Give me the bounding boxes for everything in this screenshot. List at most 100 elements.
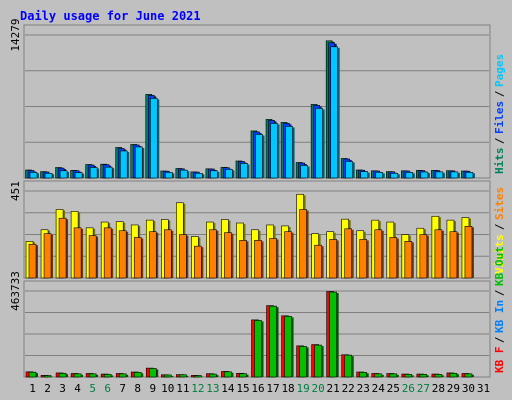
- bar-visitors-sites-day-29: [450, 232, 459, 278]
- bar-requests-pages-day-18: [286, 126, 295, 178]
- bar-face: [59, 373, 66, 377]
- x-tick-label-day-7: 7: [119, 382, 126, 395]
- bar-face: [89, 374, 96, 377]
- bar-requests-pages-day-9: [150, 98, 159, 178]
- panel-requests-ymax-label: 14279: [9, 18, 22, 51]
- bar-face: [285, 232, 292, 278]
- bar-face: [360, 239, 367, 278]
- bar-face: [270, 238, 277, 278]
- bar-face: [285, 316, 292, 377]
- bar-face: [165, 172, 172, 178]
- chart-panels: 14279Hits/Files/Pages451Visits/Sites4637…: [9, 18, 506, 377]
- x-tick-label-day-31: 31: [477, 382, 490, 395]
- bar-traffic-kb-out-day-9: [149, 368, 158, 377]
- bar-requests-pages-day-21: [331, 47, 340, 178]
- bar-traffic-kb-out-day-16: [255, 320, 264, 377]
- bar-face: [315, 345, 322, 377]
- x-tick-label-day-20: 20: [312, 382, 325, 395]
- x-tick-label-day-26: 26: [402, 382, 415, 395]
- bar-visitors-sites-day-3: [59, 218, 68, 278]
- bar-face: [224, 233, 231, 278]
- bar-face: [315, 245, 322, 278]
- bar-face: [421, 172, 428, 178]
- legend-separator: /: [493, 137, 506, 144]
- bar-face: [119, 374, 126, 377]
- bar-face: [90, 167, 97, 178]
- legend-kb-f: KB F: [493, 347, 506, 374]
- legend-separator: /: [493, 90, 506, 97]
- bar-face: [360, 372, 367, 377]
- bar-visitors-sites-day-18: [285, 232, 294, 278]
- bar-face: [134, 237, 141, 278]
- bar-visitors-sites-day-14: [224, 233, 233, 278]
- bar-face: [451, 172, 458, 178]
- bar-face: [239, 240, 246, 278]
- bar-face: [180, 170, 187, 178]
- bar-face: [209, 230, 216, 278]
- bar-visitors-sites-day-11: [179, 235, 188, 278]
- bar-face: [466, 172, 473, 178]
- x-tick-label-day-17: 17: [266, 382, 279, 395]
- bar-visitors-sites-day-7: [119, 231, 128, 278]
- legend-separator: /: [493, 289, 506, 296]
- bar-face: [375, 230, 382, 278]
- bar-visitors-sites-day-1: [29, 244, 38, 278]
- bar-traffic-kb-out-day-21: [330, 292, 339, 377]
- bar-visitors-sites-day-20: [315, 245, 324, 278]
- bar-face: [89, 236, 96, 278]
- x-tick-label-day-15: 15: [236, 382, 249, 395]
- bar-visitors-sites-day-10: [164, 230, 173, 278]
- bar-face: [164, 230, 171, 278]
- bar-face: [30, 172, 37, 178]
- bar-visitors-sites-day-12: [194, 246, 203, 278]
- bar-traffic-kb-out-day-22: [345, 355, 354, 377]
- bar-face: [29, 372, 36, 377]
- bar-face: [179, 235, 186, 278]
- bar-face: [256, 134, 263, 178]
- bar-face: [75, 173, 82, 178]
- panel-traffic-ymax-label: 463733: [9, 271, 22, 311]
- bar-requests-pages-day-6: [105, 167, 114, 178]
- bar-face: [376, 172, 383, 178]
- x-tick-label-day-18: 18: [281, 382, 294, 395]
- legend-separator: /: [493, 223, 506, 230]
- x-tick-label-day-9: 9: [149, 382, 156, 395]
- bar-face: [330, 292, 337, 377]
- bar-visitors-sites-day-5: [89, 236, 98, 278]
- bar-face: [239, 374, 246, 377]
- bar-face: [361, 172, 368, 178]
- x-tick-label-day-21: 21: [327, 382, 340, 395]
- bar-visitors-sites-day-9: [149, 232, 158, 278]
- bar-visitors-sites-day-16: [255, 240, 264, 278]
- bar-face: [406, 172, 413, 178]
- x-tick-label-day-1: 1: [29, 382, 36, 395]
- bar-face: [104, 228, 111, 278]
- bar-face: [271, 123, 278, 178]
- x-tick-label-day-8: 8: [134, 382, 141, 395]
- x-tick-label-day-27: 27: [417, 382, 430, 395]
- bar-face: [375, 374, 382, 377]
- legend-files: Files: [493, 101, 506, 134]
- bar-face: [435, 230, 442, 278]
- bar-visitors-sites-day-8: [134, 237, 143, 278]
- bar-visitors-sites-day-17: [270, 238, 279, 278]
- bar-face: [44, 234, 51, 278]
- bar-face: [59, 218, 66, 278]
- bar-requests-pages-day-19: [301, 165, 310, 178]
- bar-visitors-sites-day-26: [405, 241, 414, 278]
- bar-requests-pages-day-14: [225, 169, 234, 178]
- bar-face: [104, 374, 111, 377]
- x-tick-label-day-19: 19: [296, 382, 309, 395]
- legend-kb-out: KB Out: [493, 246, 506, 286]
- bar-face: [405, 241, 412, 278]
- bar-face: [240, 163, 247, 178]
- bar-face: [420, 235, 427, 278]
- x-tick-label-day-22: 22: [342, 382, 355, 395]
- bar-visitors-sites-day-28: [435, 230, 444, 278]
- panel-requests-legend: Hits/Files/Pages: [493, 54, 506, 174]
- legend-pages: Pages: [493, 54, 506, 87]
- bar-face: [149, 368, 156, 377]
- legend-kb-in: KB In: [493, 300, 506, 333]
